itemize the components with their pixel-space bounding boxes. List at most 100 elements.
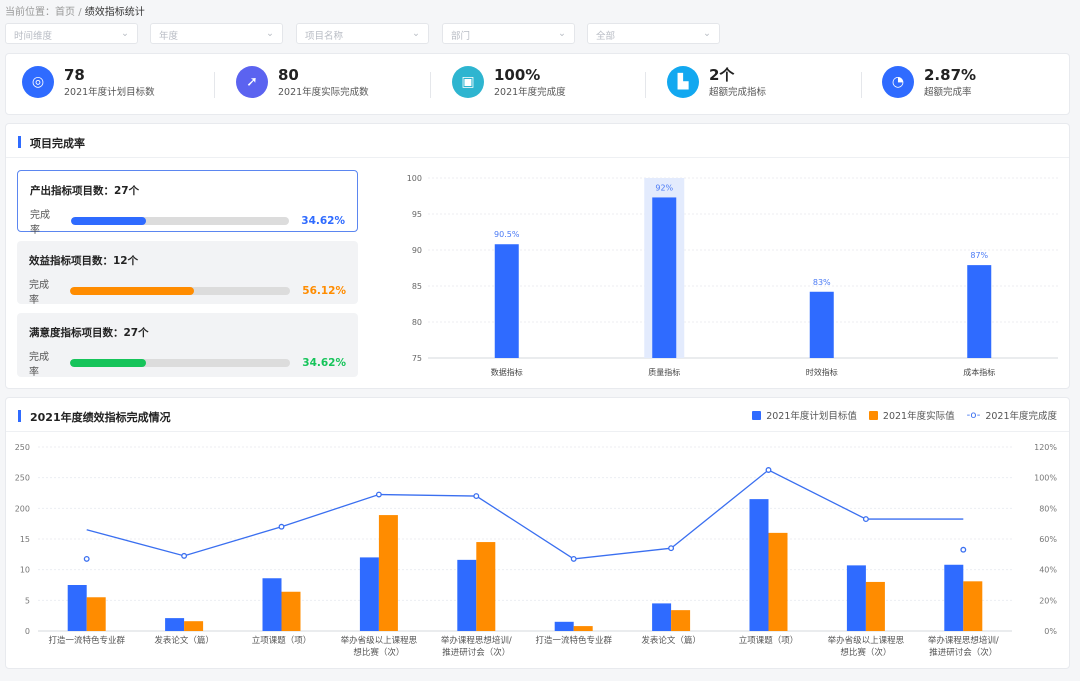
rate-value: 56.12%	[302, 285, 346, 297]
legend-swatch	[868, 410, 878, 420]
y2-tick-label: 20%	[1039, 596, 1057, 605]
legend-plan[interactable]: 2021年度计划目标值	[752, 408, 857, 422]
progress-bar	[69, 287, 291, 295]
x-tick-label: 举办省级以上课程思	[341, 635, 418, 646]
rate-label: 完成率	[30, 210, 50, 236]
stats-card: ◎ 78 2021年度计划目标数 ➚ 80 2021年度实际完成数 ▣ 100% 2021年…	[5, 53, 1070, 115]
rate-label: 完成率	[29, 280, 49, 306]
x-tick-label: 时效指标	[806, 367, 838, 377]
briefcase-icon: ▣	[452, 66, 484, 98]
chevron-down-icon: ⌄	[266, 28, 274, 39]
panel-title: 项目完成率	[18, 135, 85, 151]
bar-actual	[573, 626, 593, 631]
legend-label: 2021年度计划目标值	[766, 411, 857, 422]
divider	[645, 72, 646, 98]
bar-actual	[281, 591, 301, 631]
bar-plan	[457, 559, 477, 631]
line-point	[473, 493, 480, 500]
x-tick-label: 推进研讨会（次）	[442, 647, 510, 658]
y2-tick-label: 80%	[1039, 504, 1057, 513]
bar-plan	[944, 564, 964, 631]
legend-label: 2021年度完成度	[985, 411, 1057, 422]
legend-swatch	[752, 410, 762, 420]
divider	[430, 72, 431, 98]
y2-tick-label: 120%	[1034, 443, 1057, 452]
y-tick-label: 95	[412, 210, 422, 219]
line-point	[278, 523, 285, 530]
y-tick-label: 85	[412, 282, 422, 291]
year-select[interactable]: 年度 ⌄	[150, 23, 283, 44]
select-placeholder: 部门	[451, 31, 471, 42]
y-tick-label: 10	[20, 566, 30, 575]
bar-plan	[554, 621, 574, 631]
all-select[interactable]: 全部 ⌄	[587, 23, 720, 44]
line-point	[570, 555, 577, 562]
progress-bar	[69, 359, 291, 367]
bar	[809, 291, 834, 358]
y-tick-label: 100	[407, 174, 422, 183]
line-point	[83, 555, 90, 562]
x-tick-label: 想比赛（次）	[840, 647, 891, 658]
legend-actual[interactable]: 2021年度实际值	[868, 408, 955, 422]
card-title: 效益指标项目数：12个	[29, 255, 139, 267]
legend-completion[interactable]: -o- 2021年度完成度	[967, 408, 1057, 423]
y2-tick-label: 60%	[1039, 535, 1057, 544]
stat-label: 超额完成指标	[709, 87, 767, 98]
progress-fill	[70, 217, 147, 225]
x-tick-label: 打造一流特色专业群	[535, 635, 612, 646]
select-placeholder: 年度	[159, 31, 179, 42]
department-select[interactable]: 部门 ⌄	[442, 23, 575, 44]
rate-value: 34.62%	[302, 357, 346, 369]
breadcrumb-home[interactable]: 首页	[55, 7, 75, 18]
stat-label: 2021年度计划目标数	[64, 87, 155, 98]
chevron-down-icon: ⌄	[703, 28, 711, 39]
stat-label: 2021年度完成度	[494, 87, 566, 98]
select-placeholder: 时间维度	[14, 31, 53, 42]
bar-plan	[652, 603, 672, 631]
line-point	[960, 546, 967, 553]
panel-title: 2021年度绩效指标完成情况	[18, 409, 171, 425]
y-tick-label: 0	[25, 627, 30, 636]
x-tick-label: 打造一流特色专业群	[48, 635, 125, 646]
benefit-indicator-card[interactable]: 效益指标项目数：12个 完成率 56.12%	[17, 241, 358, 306]
project-name-select[interactable]: 项目名称 ⌄	[296, 23, 429, 44]
stat-label: 2021年度实际完成数	[278, 87, 369, 98]
y2-tick-label: 40%	[1039, 566, 1057, 575]
select-placeholder: 全部	[596, 31, 616, 42]
stat-value: 80	[278, 66, 299, 84]
legend-label: 2021年度实际值	[882, 411, 955, 422]
data-label: 83%	[813, 278, 831, 287]
stat-label: 超额完成率	[924, 87, 972, 98]
y2-tick-label: 0%	[1044, 627, 1057, 636]
stat-value: 2.87%	[924, 66, 977, 84]
chevron-down-icon: ⌄	[558, 28, 566, 39]
x-tick-label: 质量指标	[648, 367, 680, 377]
divider	[6, 431, 1069, 432]
output-indicator-card[interactable]: 产出指标项目数：27个 完成率 34.62%	[17, 170, 358, 236]
x-tick-label: 举办课程思想培训/	[928, 635, 999, 646]
x-tick-label: 发表论文（篇）	[641, 635, 701, 646]
bar	[967, 265, 992, 358]
time-dimension-select[interactable]: 时间维度 ⌄	[5, 23, 138, 44]
x-tick-label: 立项课题（项）	[252, 635, 312, 646]
divider	[861, 72, 862, 98]
stat-value: 100%	[494, 66, 541, 84]
y-tick-label: 5	[25, 596, 30, 605]
divider	[6, 157, 1069, 158]
bar-actual	[865, 581, 885, 631]
satisfaction-indicator-card[interactable]: 满意度指标项目数：27个 完成率 34.62%	[17, 313, 358, 378]
bar-plan	[359, 557, 379, 631]
line-point	[668, 545, 675, 552]
chevron-down-icon: ⌄	[121, 28, 129, 39]
divider	[214, 72, 215, 98]
bar-actual	[963, 581, 983, 631]
line-point	[765, 467, 772, 473]
line-point	[862, 516, 869, 523]
stat-exceeded-rate: ◔ 2.87% 超额完成率	[882, 66, 976, 98]
bar-plan	[262, 578, 282, 631]
stat-actual-completed: ➚ 80 2021年度实际完成数	[236, 66, 369, 98]
stat-completion: ▣ 100% 2021年度完成度	[452, 66, 566, 98]
x-tick-label: 成本指标	[963, 367, 995, 377]
data-label: 87%	[970, 251, 988, 260]
bar-actual	[378, 515, 398, 631]
